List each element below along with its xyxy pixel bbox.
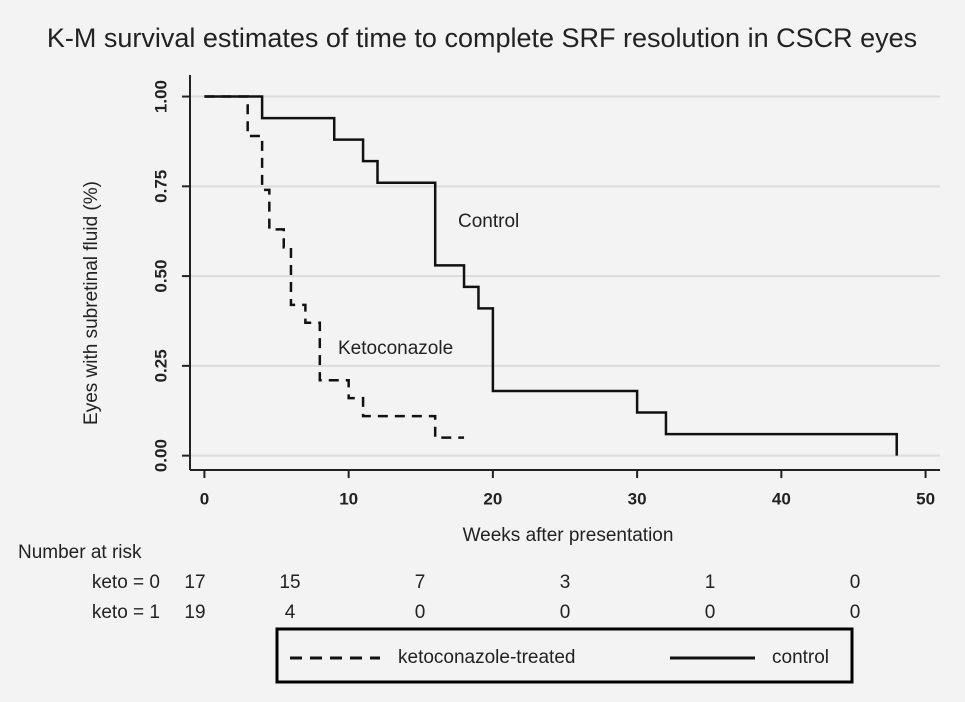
risk-value: 0 — [705, 602, 716, 623]
chart-title: K-M survival estimates of time to comple… — [47, 23, 917, 53]
survival-line — [204, 95, 898, 456]
y-tick-label: 1.00 — [151, 80, 170, 113]
y-tick-label: 0.50 — [151, 260, 170, 293]
x-tick-label: 50 — [916, 489, 935, 508]
risk-value: 3 — [560, 572, 571, 593]
risk-value: 15 — [279, 572, 300, 593]
risk-value: 19 — [184, 602, 205, 623]
y-tick-label: 0.25 — [151, 349, 170, 382]
annotation: Ketoconazole — [338, 338, 453, 359]
risk-value: 17 — [184, 572, 205, 593]
x-tick-label: 30 — [628, 489, 647, 508]
risk-value: 7 — [415, 572, 426, 593]
risk-value: 1 — [705, 572, 716, 593]
x-tick-label: 10 — [339, 489, 358, 508]
risk-value: 0 — [850, 602, 861, 623]
y-tick-label: 0.75 — [151, 170, 170, 203]
risk-value: 4 — [285, 602, 296, 623]
x-axis-label: Weeks after presentation — [463, 525, 674, 546]
y-tick-label: 0.00 — [151, 439, 170, 472]
annotation: Control — [458, 211, 519, 232]
x-tick-label: 40 — [772, 489, 791, 508]
risk-value: 0 — [560, 602, 571, 623]
legend-label: ketoconazole-treated — [398, 647, 575, 668]
risk-value: 0 — [415, 602, 426, 623]
risk-table-title: Number at risk — [18, 542, 142, 563]
risk-row-label: keto = 1 — [92, 602, 160, 623]
y-axis-label: Eyes with subretinal fluid (%) — [81, 181, 102, 425]
survival-line — [204, 95, 465, 439]
legend-label: control — [772, 647, 829, 668]
risk-value: 0 — [850, 572, 861, 593]
risk-row-label: keto = 0 — [92, 572, 160, 593]
x-tick-label: 20 — [483, 489, 502, 508]
x-tick-label: 0 — [200, 489, 209, 508]
legend-box — [275, 627, 854, 684]
